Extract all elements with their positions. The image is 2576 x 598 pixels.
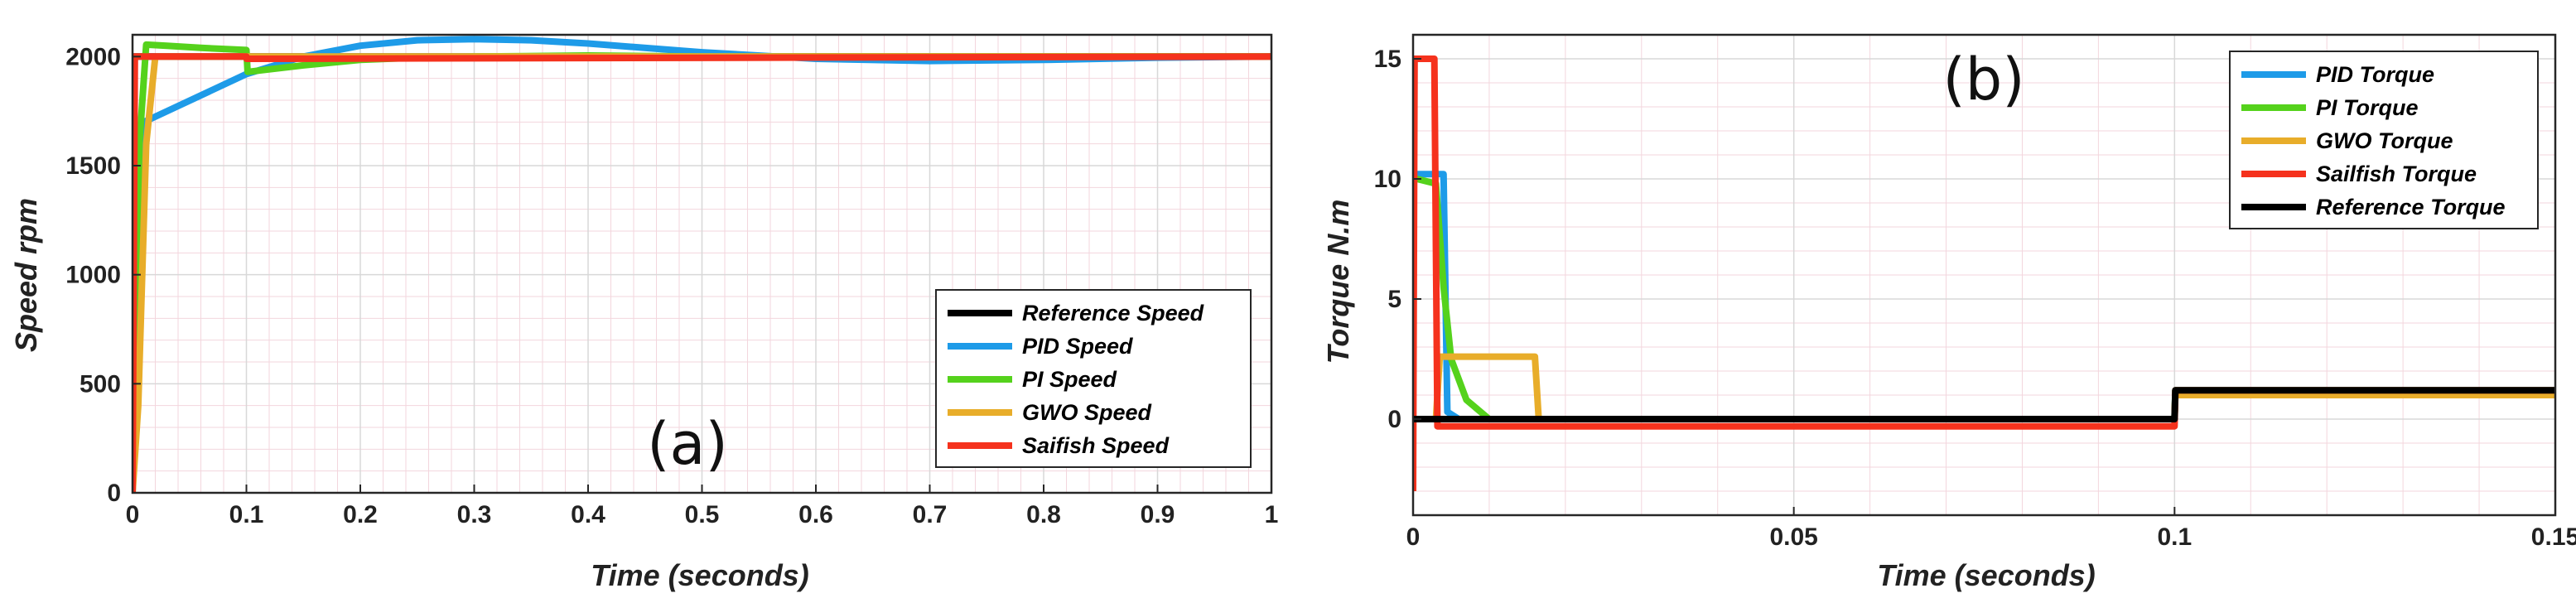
y-tick-label: 2000 <box>65 43 121 70</box>
legend-entry: Sailfish Torque <box>2316 162 2477 186</box>
x-axis-label-a: Time (seconds) <box>591 558 808 592</box>
x-tick-label: 0.2 <box>343 501 378 528</box>
x-tick-label: 0.1 <box>2157 523 2192 551</box>
y-axis-label-b: Torque N.m <box>1321 200 1355 364</box>
series-line-b-4 <box>1413 387 2555 422</box>
x-tick-label: 1 <box>1265 501 1279 528</box>
x-tick-label: 0.15 <box>2531 523 2576 551</box>
x-tick-label: 0.7 <box>913 501 948 528</box>
x-tick-label: 0.5 <box>685 501 720 528</box>
y-tick-label: 5 <box>1387 286 1401 313</box>
x-tick-label: 0 <box>1406 523 1421 551</box>
y-tick-label: 500 <box>80 370 121 398</box>
x-tick-label: 0.9 <box>1141 501 1175 528</box>
y-tick-label: 0 <box>107 480 121 507</box>
x-tick-label: 0.3 <box>457 501 492 528</box>
panel-label-a: (a) <box>647 410 728 478</box>
legend-b: PID Torque PI Torque GWO Torque Sailfish To… <box>2229 51 2539 229</box>
legend-entry: PID Speed <box>1022 334 1133 359</box>
x-tick-label: 0.1 <box>229 501 264 528</box>
axes-box-b <box>1411 33 2557 517</box>
legend-entry: GWO Torque <box>2316 128 2453 153</box>
legend-entry: Saifish Speed <box>1022 433 1170 458</box>
series-line-a-4 <box>133 53 1271 493</box>
series-group-b <box>1413 55 2555 492</box>
legend-entry: PI Torque <box>2316 95 2419 120</box>
legend-entry: PI Speed <box>1022 367 1117 392</box>
y-tick-label: 1500 <box>65 152 121 180</box>
y-tick-label: 1000 <box>65 262 121 289</box>
x-axis-label-b: Time (seconds) <box>1877 558 2095 592</box>
legend-entry: GWO Speed <box>1022 400 1152 425</box>
legend-entry: PID Torque <box>2316 62 2434 87</box>
legend-a: Reference Speed PID Speed PI Speed GWO Spee… <box>935 289 1252 468</box>
y-tick-label: 0 <box>1387 406 1401 433</box>
x-tick-label: 0.8 <box>1026 501 1061 528</box>
chart-panel-a: (a) Time (seconds) Speed rpm 0 0.1 0.2 0.3 0… <box>9 33 1279 592</box>
x-tick-label: 0 <box>126 501 140 528</box>
y-tick-label: 10 <box>1374 166 1401 193</box>
y-tick-label: 15 <box>1374 46 1401 73</box>
panel-label-b: (b) <box>1942 46 2024 113</box>
legend-entry: Reference Torque <box>2316 195 2506 219</box>
x-tick-label: 0.05 <box>1769 523 1817 551</box>
chart-panel-b: (b) Time (seconds) Torque N.m 0 0.05 0.1 0.… <box>1321 33 2576 592</box>
x-tick-label: 0.6 <box>798 501 833 528</box>
legend-entry: Reference Speed <box>1022 301 1204 326</box>
y-axis-label-a: Speed rpm <box>9 198 43 352</box>
x-tick-label: 0.4 <box>571 501 605 528</box>
